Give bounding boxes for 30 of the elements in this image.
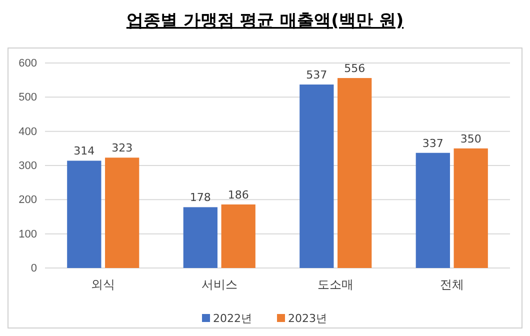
x-tick-label: 도소매: [318, 278, 354, 292]
bar: [67, 160, 102, 268]
data-label: 337: [422, 136, 444, 150]
bar: [416, 152, 450, 268]
y-tick-label: 400: [18, 126, 37, 138]
data-label: 314: [74, 144, 95, 158]
bar: [338, 78, 372, 268]
data-label: 186: [228, 188, 249, 202]
bar: [183, 207, 218, 268]
y-tick-label: 100: [18, 228, 37, 240]
x-tick-label: 전체: [440, 278, 464, 292]
y-tick-label: 600: [18, 58, 37, 70]
x-tick-label: 서비스: [201, 278, 238, 292]
bar: [454, 148, 488, 268]
data-label: 323: [112, 142, 133, 155]
data-label: 556: [344, 62, 366, 76]
y-tick-label: 0: [30, 262, 37, 275]
bar: [221, 204, 256, 268]
legend-label: 2022년: [213, 312, 252, 325]
data-label: 350: [460, 132, 482, 146]
bar: [105, 158, 140, 268]
data-label: 178: [190, 191, 211, 204]
chart-title: 업종별 가맹점 평균 매출액(백만 원): [126, 11, 404, 31]
y-tick-label: 500: [18, 92, 37, 104]
legend-label: 2023년: [288, 312, 327, 325]
data-label: 537: [306, 68, 328, 82]
y-tick-label: 300: [18, 160, 37, 172]
y-tick-label: 200: [18, 194, 37, 206]
bar: [300, 84, 334, 268]
x-tick-label: 외식: [91, 278, 116, 292]
